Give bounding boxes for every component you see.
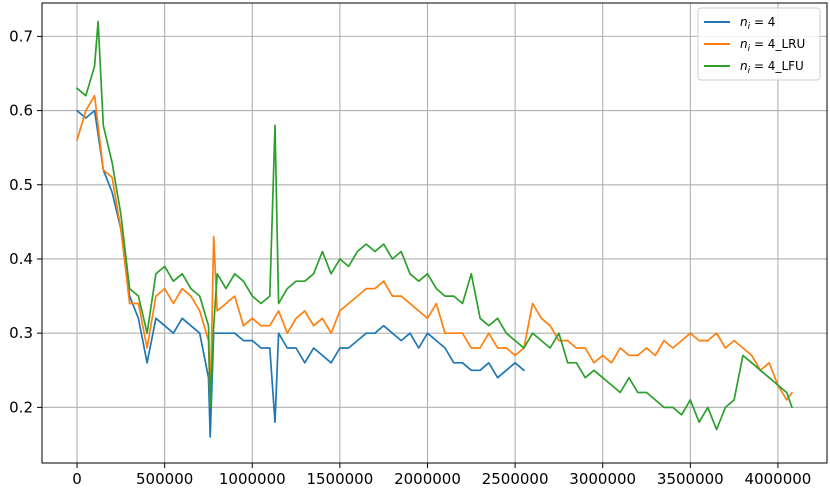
series-line-0 — [76, 109, 525, 438]
y-tick-label: 0.2 — [9, 398, 33, 416]
legend-box — [697, 7, 821, 81]
x-tick-label: 1000000 — [219, 470, 286, 488]
series-line-2 — [76, 20, 793, 431]
legend-subscript: i — [748, 66, 751, 76]
plot-frame — [41, 2, 828, 464]
y-tick-label: 0.4 — [9, 250, 33, 268]
y-tick-label: 0.6 — [9, 102, 33, 120]
x-tick-label: 500000 — [136, 470, 193, 488]
legend-subscript: i — [748, 44, 751, 54]
x-tick-label: 2000000 — [394, 470, 461, 488]
x-tick-label: 1500000 — [306, 470, 373, 488]
legend-var: n — [740, 37, 748, 51]
legend-entry: ni = 4 — [740, 15, 775, 32]
series-line-1 — [76, 94, 793, 409]
legend-var: n — [740, 59, 748, 73]
y-tick-label: 0.7 — [9, 27, 33, 45]
axes-layer: 0 500000 1000000 1500000 2000000 2500000 30000… — [9, 2, 828, 488]
legend-entry: ni = 4_LFU — [740, 59, 804, 76]
legend-rest: = 4 — [750, 15, 775, 29]
legend-rest: = 4_LRU — [750, 37, 805, 51]
y-tick-label: 0.3 — [9, 324, 33, 342]
legend-entry: ni = 4_LRU — [740, 37, 805, 54]
legend-rest: = 4_LFU — [750, 59, 804, 73]
x-tick-label: 2500000 — [482, 470, 549, 488]
x-tick-label: 4000000 — [745, 470, 812, 488]
x-tick-label: 3000000 — [569, 470, 636, 488]
x-tick-label: 3500000 — [657, 470, 724, 488]
series-layer — [76, 20, 793, 438]
x-tick-label: 0 — [72, 470, 82, 488]
legend-subscript: i — [748, 22, 751, 32]
y-tick-label: 0.5 — [9, 176, 33, 194]
legend-var: n — [740, 15, 748, 29]
